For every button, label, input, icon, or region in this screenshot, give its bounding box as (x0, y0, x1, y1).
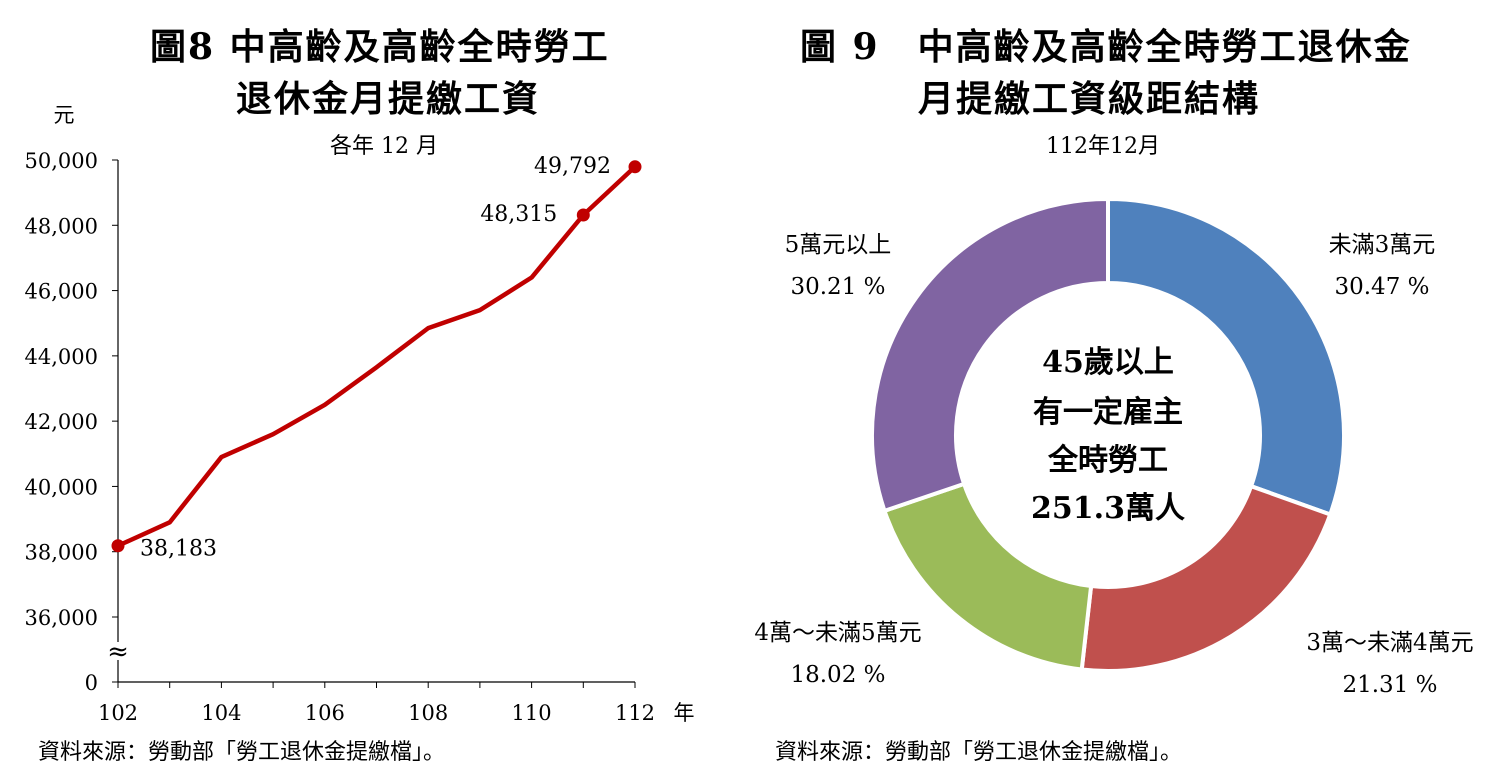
doughnut-center-text: 45歲以上 (1042, 345, 1174, 380)
line-chart: ≈50,000 48,000 46,000 44,000 42,000 40,000 38,… (25, 103, 695, 725)
pie-chart-source: 資料來源：勞動部「勞工退休金提繳檔」。 (775, 740, 1183, 765)
data-label: 48,315 (480, 202, 557, 227)
pie-chart-title-2: 月提繳工資級距結構 (918, 78, 1261, 120)
y-tick-label: 40,000 (25, 475, 98, 499)
y-tick-label: 42,000 (25, 410, 98, 434)
line-chart-source: 資料來源：勞動部「勞工退休金提繳檔」。 (38, 740, 446, 765)
data-point-marker (111, 539, 125, 553)
y-tick-label: 44,000 (25, 345, 98, 369)
slice-30k-40k (1079, 483, 1333, 673)
y-tick-label: 50,000 (25, 149, 98, 173)
data-label: 38,183 (140, 537, 217, 562)
slice-percent-label: 21.31 % (1342, 672, 1437, 698)
doughnut-chart: 未滿3萬元 30.47 % 3萬～未滿4萬元 21.31 % 4萬～未滿5萬元 18.02… (754, 196, 1474, 698)
pie-chart-subtitle: 112年12月 (1046, 134, 1160, 159)
doughnut-center-text: 全時勞工 (1047, 443, 1168, 478)
y-axis-unit: 元 (54, 103, 75, 127)
slice-category-label: 3萬～未滿4萬元 (1306, 630, 1473, 656)
line-chart-subtitle: 各年 12 月 (330, 134, 438, 159)
slice-percent-label: 18.02 % (790, 662, 885, 688)
x-axis-unit: 年 (674, 701, 695, 725)
slice-percent-label: 30.47 % (1334, 274, 1429, 300)
data-point-marker (628, 160, 642, 174)
doughnut-center-text: 有一定雇主 (1033, 395, 1183, 430)
slice-percent-label: 30.21 % (790, 274, 885, 300)
slice-category-label: 未滿3萬元 (1329, 232, 1436, 258)
y-tick-label: 48,000 (25, 214, 98, 238)
y-tick-label: 46,000 (25, 280, 98, 304)
line-chart-title-2: 退休金月提繳工資 (236, 78, 541, 120)
slice-category-label: 5萬元以上 (785, 232, 892, 258)
pie-chart-title-1: 圖 9 中高齡及高齡全時勞工退休金 (800, 26, 1412, 68)
x-tick-label: 102 (98, 701, 138, 725)
x-tick-label: 108 (408, 701, 448, 725)
x-tick-label: 104 (201, 701, 241, 725)
series-line (115, 164, 638, 548)
data-point-marker (576, 208, 590, 222)
slice-category-label: 4萬～未滿5萬元 (754, 620, 921, 646)
line-chart-title-1: 圖8 中高齡及高齡全時勞工 (150, 26, 610, 68)
doughnut-center-text: 251.3萬人 (1031, 491, 1185, 526)
slice-under-30k (1106, 196, 1346, 518)
axis-break-mark: ≈ (107, 637, 129, 667)
y-tick-label: 38,000 (25, 541, 98, 565)
x-tick-label: 110 (512, 701, 552, 725)
y-tick-label: 0 (85, 671, 98, 695)
x-tick-label: 112 (615, 701, 655, 725)
data-label: 49,792 (534, 154, 611, 179)
x-tick-label: 106 (305, 701, 345, 725)
slice-50k-plus (870, 196, 1110, 514)
y-tick-label: 36,000 (25, 606, 98, 630)
